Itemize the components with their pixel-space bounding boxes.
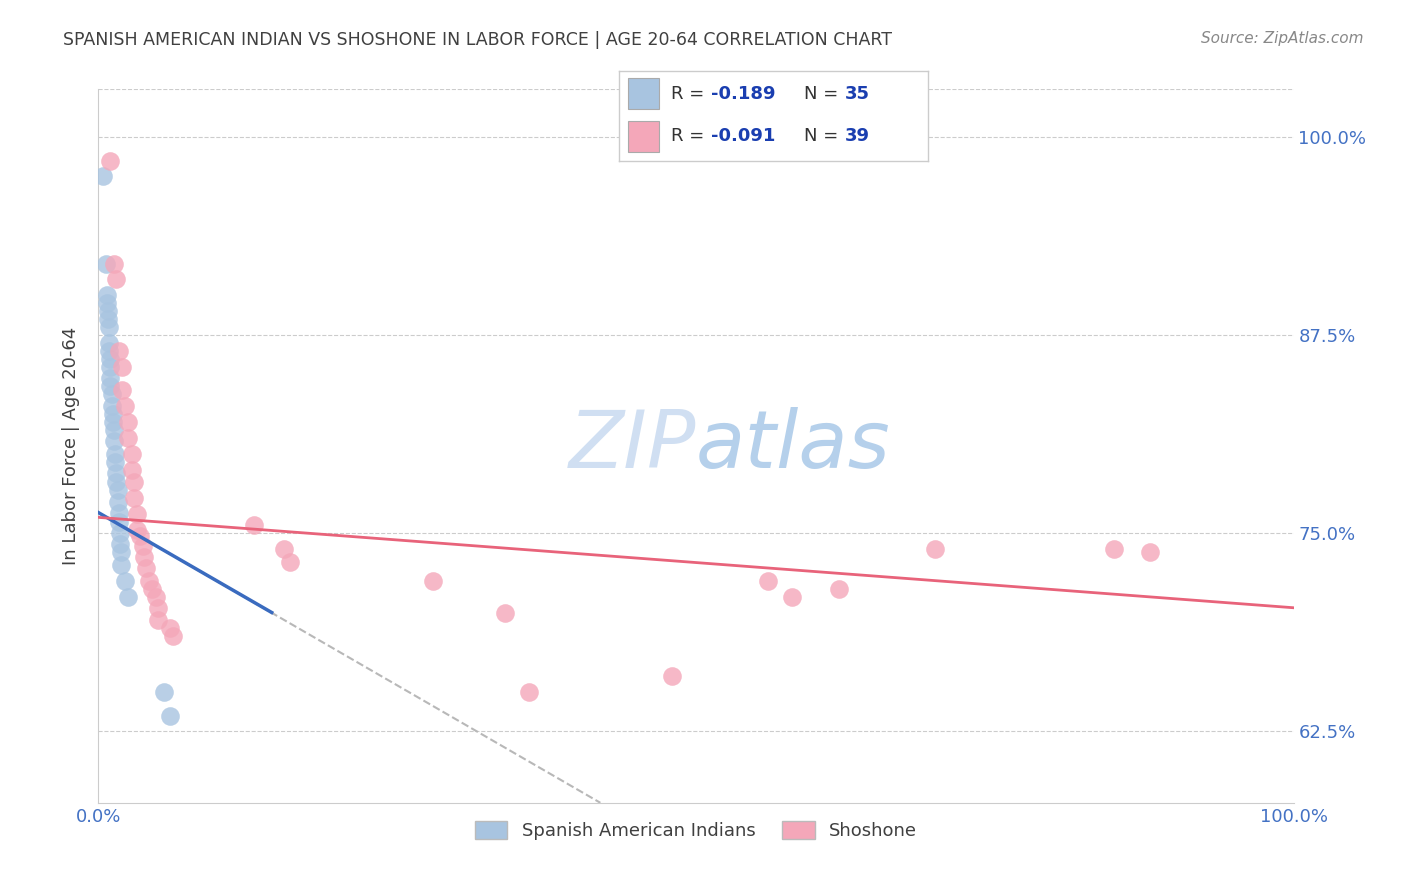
- Point: [103, 434, 125, 449]
- Text: ZIP: ZIP: [568, 407, 696, 485]
- Point: [103, 257, 125, 271]
- Point: [98, 335, 121, 350]
- Point: [96, 296, 118, 310]
- Point: [100, 386, 122, 401]
- Text: SPANISH AMERICAN INDIAN VS SHOSHONE IN LABOR FORCE | AGE 20-64 CORRELATION CHART: SPANISH AMERICAN INDIAN VS SHOSHONE IN L…: [63, 31, 893, 49]
- Point: [924, 542, 946, 557]
- Point: [125, 523, 148, 537]
- Point: [145, 590, 167, 604]
- Point: [129, 529, 152, 543]
- Point: [96, 288, 118, 302]
- Point: [98, 359, 122, 374]
- Point: [124, 475, 146, 490]
- Point: [98, 343, 121, 358]
- Point: [98, 153, 122, 168]
- Point: [141, 582, 163, 596]
- Point: [114, 400, 136, 414]
- Point: [1139, 545, 1161, 559]
- Point: [117, 415, 139, 429]
- Point: [110, 558, 132, 572]
- Point: [108, 537, 131, 551]
- Point: [105, 272, 128, 286]
- Point: [243, 518, 266, 533]
- Point: [125, 507, 148, 521]
- Point: [107, 483, 129, 498]
- Point: [98, 378, 122, 392]
- Point: [661, 669, 683, 683]
- Point: [111, 359, 134, 374]
- Point: [114, 574, 136, 588]
- Point: [278, 555, 301, 569]
- Point: [162, 629, 184, 643]
- Bar: [628, 78, 659, 109]
- Point: [138, 574, 160, 588]
- Point: [98, 351, 122, 366]
- Point: [100, 400, 122, 414]
- Point: [105, 475, 128, 490]
- Point: [517, 685, 540, 699]
- Point: [97, 312, 120, 326]
- Point: [97, 304, 120, 318]
- Point: [124, 491, 146, 506]
- Point: [159, 621, 181, 635]
- Point: [110, 545, 132, 559]
- Point: [107, 515, 129, 529]
- Text: N =: N =: [804, 85, 844, 103]
- Point: [1104, 542, 1126, 557]
- Point: [98, 320, 121, 334]
- Point: [494, 606, 516, 620]
- Point: [159, 708, 181, 723]
- Point: [94, 257, 117, 271]
- Text: R =: R =: [671, 85, 710, 103]
- Point: [104, 447, 127, 461]
- Point: [422, 574, 444, 588]
- Point: [91, 169, 114, 184]
- Point: [105, 466, 128, 480]
- Text: 35: 35: [845, 85, 869, 103]
- Point: [98, 371, 122, 385]
- Point: [103, 423, 125, 437]
- Point: [132, 549, 155, 564]
- Point: [101, 415, 124, 429]
- Point: [104, 455, 127, 469]
- Y-axis label: In Labor Force | Age 20-64: In Labor Force | Age 20-64: [62, 326, 80, 566]
- Point: [273, 542, 295, 557]
- Text: atlas: atlas: [696, 407, 891, 485]
- Point: [148, 614, 170, 628]
- Point: [828, 582, 851, 596]
- Text: N =: N =: [804, 128, 844, 145]
- Point: [756, 574, 779, 588]
- Point: [107, 494, 129, 508]
- Legend: Spanish American Indians, Shoshone: Spanish American Indians, Shoshone: [467, 814, 925, 847]
- Point: [153, 685, 176, 699]
- Text: Source: ZipAtlas.com: Source: ZipAtlas.com: [1201, 31, 1364, 46]
- Bar: [628, 121, 659, 152]
- Text: -0.189: -0.189: [711, 85, 776, 103]
- Text: -0.091: -0.091: [711, 128, 776, 145]
- Point: [117, 590, 139, 604]
- Point: [107, 506, 129, 520]
- Point: [117, 431, 139, 445]
- Point: [780, 590, 803, 604]
- Point: [131, 539, 153, 553]
- Point: [121, 447, 143, 461]
- Point: [121, 463, 143, 477]
- Point: [135, 561, 157, 575]
- Point: [101, 407, 124, 421]
- Point: [111, 384, 134, 398]
- Point: [108, 526, 131, 541]
- Text: R =: R =: [671, 128, 710, 145]
- Text: 39: 39: [845, 128, 869, 145]
- Point: [107, 343, 129, 358]
- Point: [148, 600, 170, 615]
